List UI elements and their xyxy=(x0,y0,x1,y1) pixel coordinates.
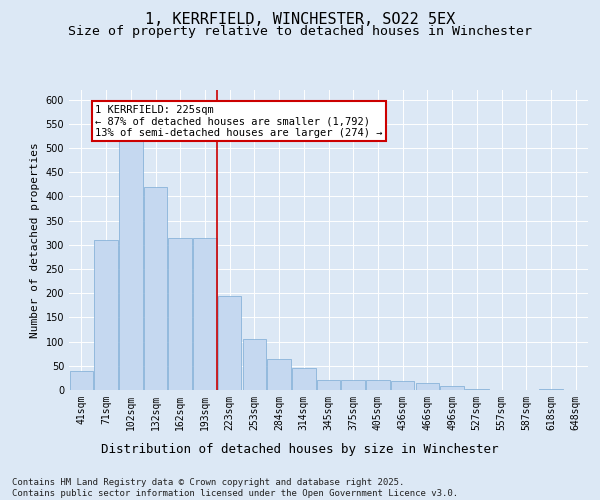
Bar xyxy=(366,380,389,390)
Text: 1 KERRFIELD: 225sqm
← 87% of detached houses are smaller (1,792)
13% of semi-det: 1 KERRFIELD: 225sqm ← 87% of detached ho… xyxy=(95,104,382,138)
Bar xyxy=(416,382,439,390)
Text: Distribution of detached houses by size in Winchester: Distribution of detached houses by size … xyxy=(101,442,499,456)
Bar xyxy=(242,339,266,390)
Y-axis label: Number of detached properties: Number of detached properties xyxy=(30,142,40,338)
Bar xyxy=(341,380,365,390)
Bar xyxy=(119,141,143,390)
Text: 1, KERRFIELD, WINCHESTER, SO22 5EX: 1, KERRFIELD, WINCHESTER, SO22 5EX xyxy=(145,12,455,28)
Bar xyxy=(391,382,415,390)
Bar xyxy=(292,368,316,390)
Bar xyxy=(465,388,488,390)
Bar xyxy=(539,388,563,390)
Bar xyxy=(218,296,241,390)
Text: Size of property relative to detached houses in Winchester: Size of property relative to detached ho… xyxy=(68,25,532,38)
Bar xyxy=(317,380,340,390)
Bar xyxy=(440,386,464,390)
Text: Contains HM Land Registry data © Crown copyright and database right 2025.
Contai: Contains HM Land Registry data © Crown c… xyxy=(12,478,458,498)
Bar xyxy=(70,370,93,390)
Bar xyxy=(94,240,118,390)
Bar xyxy=(193,238,217,390)
Bar xyxy=(268,358,291,390)
Bar xyxy=(144,187,167,390)
Bar xyxy=(169,238,192,390)
